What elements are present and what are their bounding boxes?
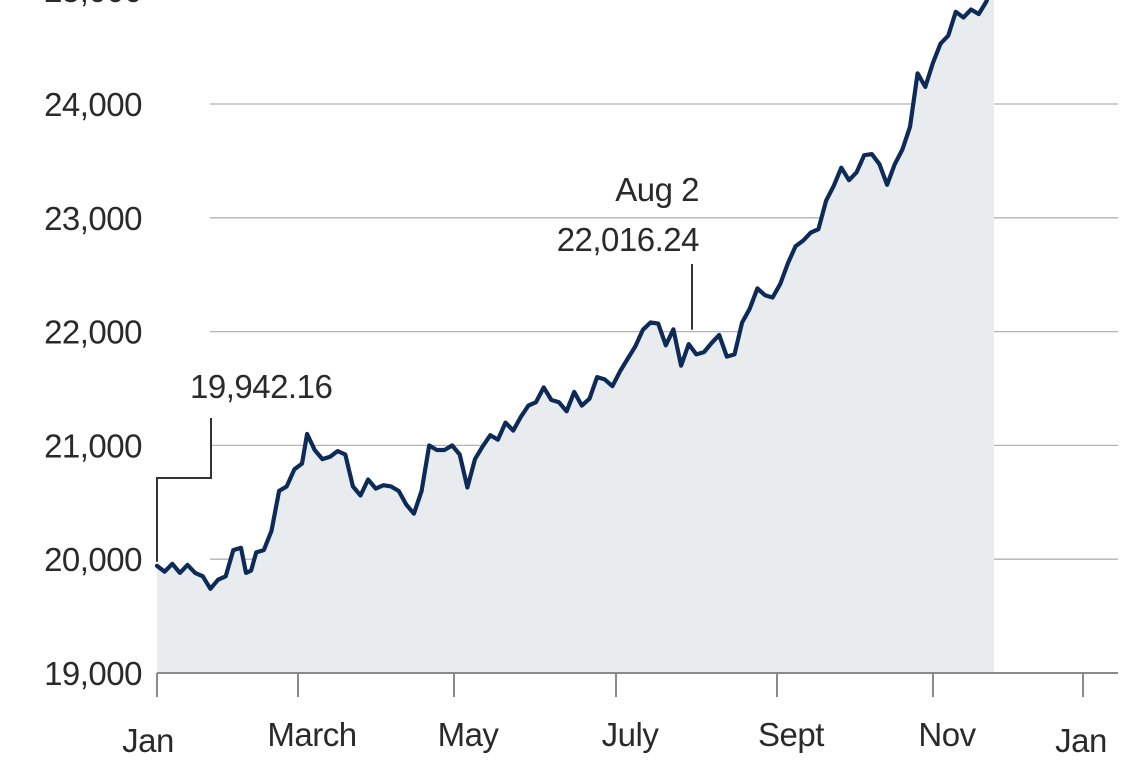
- annotation-start-value: 19,942.16: [190, 368, 332, 405]
- annotation-peak-value: 22,016.24: [557, 221, 699, 258]
- x-tick-label: Jan: [1055, 722, 1107, 759]
- x-tick-label: Jan: [122, 722, 174, 759]
- x-tick-label: July: [602, 716, 660, 753]
- annotation-leader: [156, 418, 212, 562]
- y-tick-label: 22,000: [44, 314, 142, 351]
- annotation-layer: 19,942.16 Aug 2 22,016.24: [156, 171, 700, 562]
- line-layer: [154, 0, 990, 591]
- axis-layer: 19,000 20,000 21,000 22,000 23,000 24,000 25,0…: [44, 0, 1118, 759]
- area-layer: [157, 0, 994, 673]
- x-tick-label: Nov: [918, 716, 976, 753]
- y-tick-label: 20,000: [44, 541, 142, 578]
- series-area: [157, 0, 994, 673]
- y-tick-label: 21,000: [44, 427, 142, 464]
- y-tick-label: 25,000: [44, 0, 142, 9]
- annotation-peak-date: Aug 2: [615, 171, 699, 208]
- x-tick-label: March: [267, 716, 356, 753]
- y-tick-label: 23,000: [44, 200, 142, 237]
- x-tick-label: May: [438, 716, 500, 753]
- series-line: [154, 0, 990, 591]
- x-tick-label: Sept: [758, 716, 824, 753]
- y-tick-label: 24,000: [44, 86, 142, 123]
- y-tick-label: 19,000: [44, 655, 142, 692]
